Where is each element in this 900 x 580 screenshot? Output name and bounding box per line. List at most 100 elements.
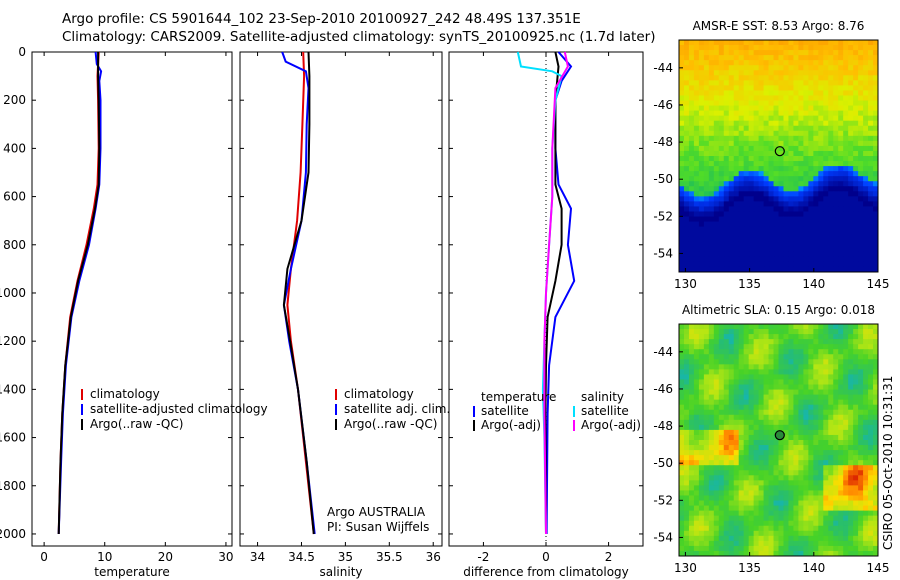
heatmap-cell [683,389,690,396]
heatmap-cell [703,465,710,471]
heatmap-cell [803,161,809,167]
heatmap-cell [688,480,695,486]
heatmap-cell [763,409,770,416]
heatmap-cell [803,120,809,127]
heatmap-cell [763,359,770,365]
heatmap-cell [868,60,874,66]
heatmap-cell [713,186,720,192]
heatmap-cell [748,256,755,263]
heatmap-cell [708,545,715,552]
heatmap-cell [813,465,819,471]
heatmap-cell [843,389,849,396]
heatmap-cell [693,364,700,370]
heatmap-cell [783,324,789,330]
heatmap-cell [758,145,765,152]
heatmap-cell [718,434,725,441]
heatmap-cell [738,135,745,142]
heatmap-cell [688,110,695,117]
heatmap-cell [679,246,685,253]
heatmap-cell [703,404,710,411]
heatmap-cell [743,359,750,365]
heatmap-cell [733,90,740,96]
heatmap-cell [833,70,839,76]
heatmap-cell [728,419,735,426]
heatmap-cell [743,369,750,375]
heatmap-cell [823,344,829,350]
heatmap-cell [679,344,685,350]
heatmap-cell [813,424,819,431]
heatmap-cell [868,201,874,207]
heatmap-cell [763,495,770,502]
heatmap-cell [868,394,874,401]
heatmap-cell [853,110,859,117]
heatmap-cell [798,55,804,61]
heatmap-cell [793,110,799,117]
heatmap-cell [713,80,720,86]
heatmap-cell [768,525,775,532]
heatmap-cell [688,95,695,102]
heatmap-cell [683,520,690,527]
heatmap-cell [768,130,775,137]
heatmap-cell [738,145,745,152]
heatmap-cell [803,545,809,552]
heatmap-cell [738,70,745,76]
heatmap-cell [818,399,824,406]
heatmap-cell [763,334,770,340]
heatmap-cell [778,369,784,375]
x-tick-label: 10 [97,550,112,564]
heatmap-cell [693,246,700,253]
heatmap-cell [693,359,700,365]
heatmap-cell [803,505,809,512]
heatmap-cell [773,379,779,386]
heatmap-cell [693,161,700,167]
heatmap-cell [793,130,799,137]
heatmap-cell [788,135,794,142]
heatmap-cell [858,515,864,522]
heatmap-cell [838,394,844,401]
heatmap-cell [748,349,755,355]
heatmap-cell [853,470,859,476]
heatmap-cell [679,80,685,86]
heatmap-cell [768,226,775,233]
heatmap-cell [868,414,874,421]
heatmap-cell [753,535,760,542]
heatmap-cell [698,404,705,411]
heatmap-cell [753,414,760,421]
heatmap-cell [718,475,725,481]
heatmap-cell [808,374,814,380]
heatmap-cell [853,216,859,223]
heatmap-cell [723,495,730,502]
heatmap-cell [843,75,849,81]
heatmap-cell [708,495,715,502]
heatmap-cell [718,470,725,476]
heatmap-cell [688,434,695,441]
heatmap-cell [703,369,710,375]
heatmap-cell [763,105,770,112]
heatmap-cell [823,226,829,233]
heatmap-cell [733,80,740,86]
heatmap-cell [803,45,809,51]
heatmap-cell [733,261,740,268]
heatmap-cell [728,470,735,476]
heatmap-cell [733,550,740,557]
heatmap-cell [798,535,804,542]
heatmap-cell [778,181,784,187]
heatmap-cell [828,450,834,456]
heatmap-cell [873,231,879,238]
heatmap-cell [703,100,710,107]
heatmap-cell [848,125,854,132]
heatmap-cell [763,261,770,268]
heatmap-cell [688,45,695,51]
heatmap-cell [843,226,849,233]
heatmap-cell [833,470,839,476]
heatmap-cell [813,216,819,223]
heatmap-cell [798,95,804,102]
heatmap-cell [718,394,725,401]
heatmap-cell [793,251,799,258]
heatmap-cell [679,221,685,228]
heatmap-cell [788,40,794,46]
heatmap-cell [738,206,745,212]
heatmap-cell [728,364,735,370]
heatmap-cell [708,414,715,421]
heatmap-cell [748,394,755,401]
